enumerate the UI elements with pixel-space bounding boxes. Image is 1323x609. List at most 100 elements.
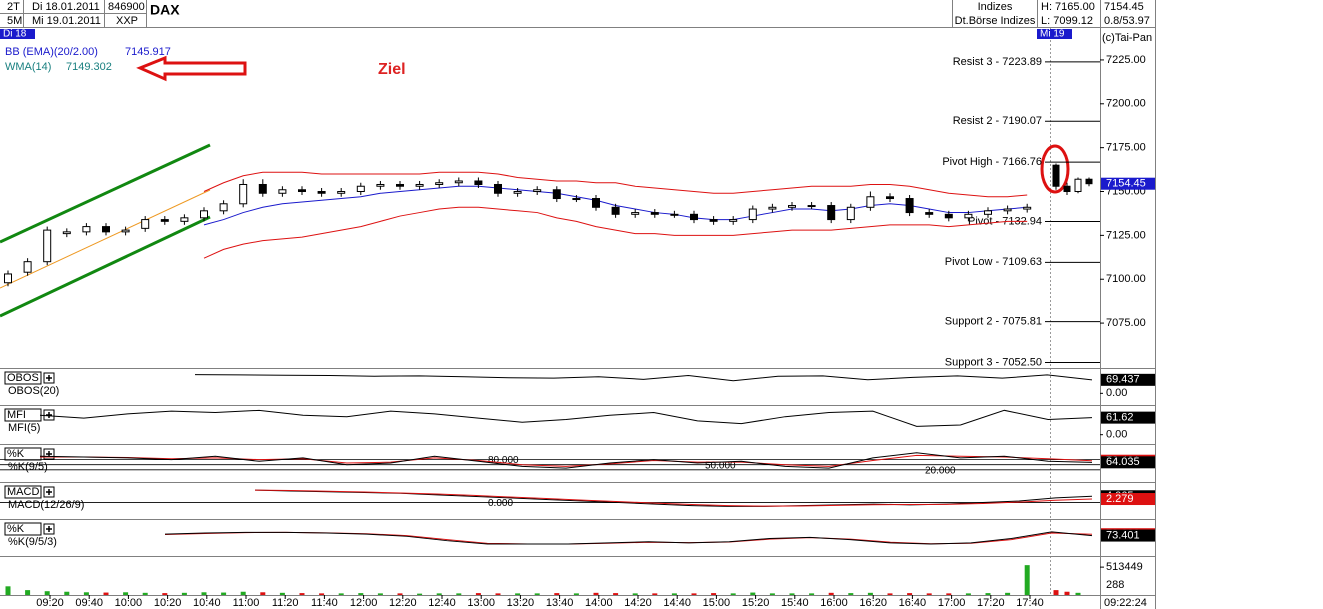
y-tick-label: 7225.00: [1106, 54, 1146, 66]
candle-body: [984, 210, 992, 215]
candle-body: [788, 205, 796, 208]
x-tick-label: 10:00: [115, 597, 143, 609]
value-tag: [1101, 456, 1155, 469]
legend-label: WMA(14): [5, 61, 51, 73]
volume-bar: [867, 592, 873, 595]
x-tick-label: 09:40: [75, 597, 103, 609]
y-tick-label: 7075.00: [1106, 317, 1146, 329]
volume-bar: [181, 592, 187, 595]
x-tick-label: 13:40: [546, 597, 574, 609]
panel-button-plus: [46, 412, 52, 418]
last-price: 7154.45: [1104, 1, 1144, 13]
trend-line: [0, 143, 211, 244]
volume-bar: [495, 593, 501, 595]
background: [0, 0, 1155, 609]
candle-body: [631, 212, 640, 215]
indicator-line: [39, 452, 1093, 469]
volume-bar: [377, 593, 383, 595]
value-tag-label: 2.279: [1106, 493, 1134, 505]
date-to: Mi 19.01.2011: [32, 15, 101, 27]
volume-bar: [750, 592, 756, 595]
value-tag: [1101, 493, 1155, 506]
candle-body: [200, 210, 208, 219]
level-label: 0.000: [488, 498, 513, 509]
candle-body: [670, 213, 679, 216]
volume-bar: [671, 593, 677, 595]
x-tick-label: 12:00: [350, 597, 378, 609]
candle-body: [102, 226, 110, 233]
volume-bar: [338, 593, 344, 595]
pivot-label: Support 3 - 7052.50: [945, 356, 1042, 368]
x-tick-label: 17:00: [938, 597, 966, 609]
candle-body: [592, 198, 600, 208]
indicator-line: [39, 409, 1093, 427]
volume-bar: [279, 592, 285, 595]
y-tick-label: 7100.00: [1106, 273, 1146, 285]
candle-body: [474, 180, 483, 185]
panel-title: %K: [7, 523, 25, 535]
session-label: Mi 19: [1040, 29, 1065, 40]
volume-last: 288: [1106, 579, 1124, 591]
candle-body: [376, 183, 385, 187]
candle-body: [396, 183, 404, 187]
candle-body: [219, 203, 228, 212]
x-tick-label: 13:00: [467, 597, 495, 609]
candle-body: [964, 213, 973, 219]
volume-bar: [828, 592, 834, 595]
volume-bar: [907, 593, 913, 595]
period: 2T: [7, 1, 20, 13]
candle-body: [846, 206, 855, 221]
value-tag: [1101, 373, 1155, 386]
volume-bar: [64, 591, 70, 595]
candle-body: [827, 205, 836, 221]
volume-bar: [985, 593, 991, 595]
y-tick-label: 0.00: [1106, 429, 1127, 441]
volume-bar: [593, 592, 599, 595]
volume-bar: [25, 590, 31, 595]
volume-bar: [436, 593, 442, 595]
y-tick-label: 0.00: [1106, 387, 1127, 399]
volume-bar: [44, 591, 50, 595]
x-tick-label: 10:20: [154, 597, 182, 609]
candle-body: [494, 183, 502, 194]
candle-body: [552, 189, 561, 200]
price-tag: [1101, 177, 1155, 190]
series-name: %K(9/5): [8, 461, 48, 473]
legend-value: 7149.302: [66, 61, 112, 73]
candle-body: [611, 206, 620, 215]
candle-body: [944, 213, 953, 219]
x-tick-label: 09:20: [36, 597, 64, 609]
candle-body: [239, 183, 248, 205]
volume-bar: [730, 593, 736, 595]
session-tag: [0, 29, 35, 39]
overlay-line: [203, 206, 1028, 259]
series-name: %K(9/5/3): [8, 536, 57, 548]
candle-body: [121, 229, 130, 233]
candle-body: [690, 213, 698, 221]
volume-bar: [632, 593, 638, 595]
candle-body: [160, 219, 169, 222]
pivot-label: Resist 3 - 7223.89: [953, 56, 1042, 68]
x-tick-label: 14:20: [624, 597, 652, 609]
copyright: (c)Tai-Pan: [1102, 32, 1152, 44]
overlay-line: [203, 171, 1028, 198]
panel-button-plus: [46, 375, 52, 381]
candle-body: [317, 191, 326, 194]
volume-bar: [123, 592, 129, 595]
candle-body: [278, 189, 287, 194]
volume-bar: [887, 593, 893, 595]
panel-title-box: [4, 485, 42, 499]
volume-bar: [5, 586, 11, 595]
series-name: OBOS(20): [8, 385, 59, 397]
volume-bar: [769, 593, 775, 595]
candle-body: [513, 191, 522, 194]
volume-bar: [1053, 590, 1059, 595]
panel-title: MACD: [7, 486, 39, 498]
panel-button-plus: [46, 526, 52, 532]
exchange-code: XXP: [116, 15, 138, 27]
candle-body: [141, 219, 150, 229]
volume-bar: [1064, 591, 1070, 595]
x-tick-label: 13:20: [507, 597, 535, 609]
volume-bar: [299, 593, 305, 595]
